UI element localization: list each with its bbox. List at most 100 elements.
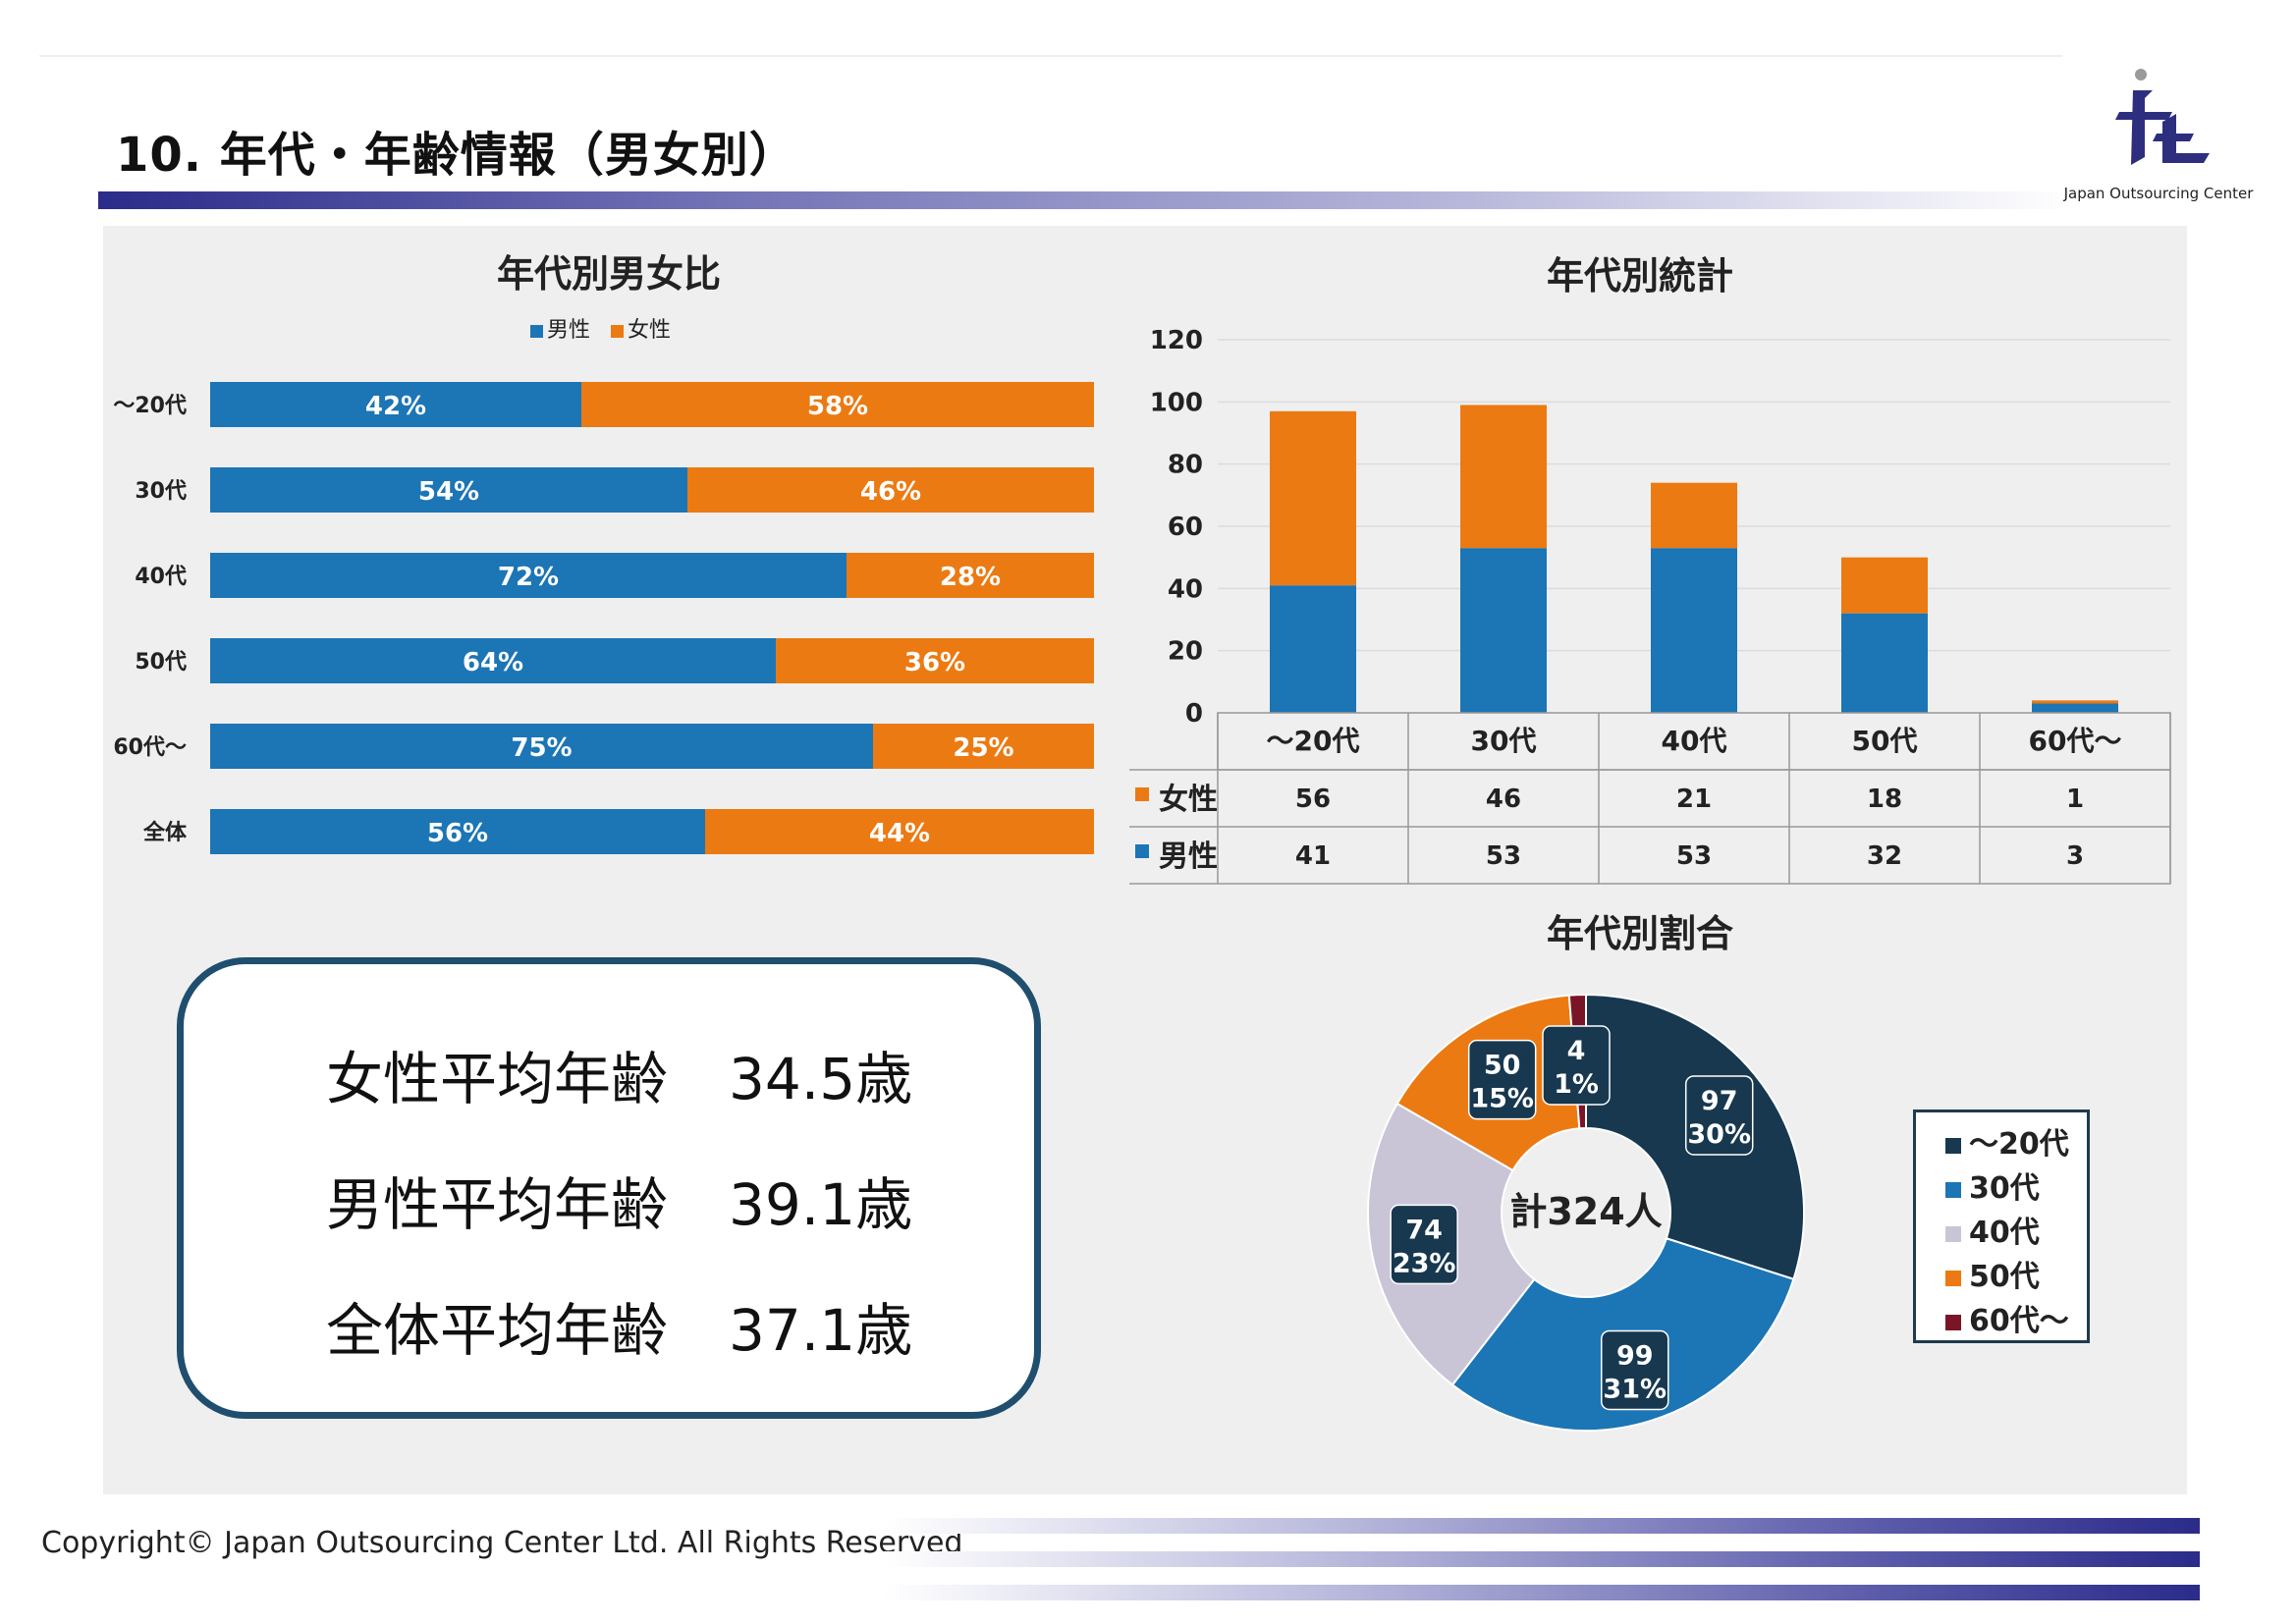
bar-female: [776, 638, 1094, 683]
table-cell-male: 53: [1676, 841, 1712, 871]
table-cell-female: 46: [1486, 785, 1521, 814]
bar-male: [210, 467, 687, 513]
avg-row-male: 男性平均年齢 39.1歳: [326, 1159, 912, 1241]
table-cell-female: 1: [2066, 785, 2084, 814]
gender-ratio-chart-title: 年代別男女比: [496, 252, 721, 296]
slice-label-box: [1600, 1329, 1669, 1411]
table-cell-female: 21: [1676, 785, 1712, 814]
column-male: [1270, 585, 1356, 713]
category-label: 全体: [142, 820, 188, 845]
y-tick-label: 20: [1168, 637, 1203, 667]
table-row-label-female: 女性: [1159, 783, 1218, 817]
slice-value-label: 50: [1484, 1051, 1521, 1081]
slice-percent-label: 30%: [1687, 1119, 1751, 1150]
table-legend-swatch-male: [1135, 844, 1149, 858]
y-tick-label: 60: [1168, 513, 1203, 542]
donut-center-label: 計324人: [1509, 1190, 1662, 1233]
age-share-legend: ～20代 30代 40代 50代 60代～: [1913, 1110, 2090, 1343]
avg-value-total: 37.1歳: [729, 1297, 913, 1364]
slice-label-box: [1684, 1075, 1754, 1156]
table-legend-swatch-female: [1135, 787, 1149, 801]
x-tick-label: ～20代: [1267, 725, 1360, 757]
slice-label: 41%: [1542, 1025, 1611, 1106]
column-male: [1841, 613, 1928, 713]
column-male: [1460, 548, 1547, 713]
avg-label-male: 男性平均年齢: [326, 1171, 669, 1238]
column-female: [2032, 700, 2118, 704]
avg-value-female: 34.5歳: [729, 1046, 913, 1112]
bar-label: 25%: [953, 733, 1013, 763]
legend-label-male: 男性: [547, 318, 591, 343]
bar-label: 42%: [365, 392, 426, 421]
legend-swatch-male: [530, 324, 543, 338]
slice-value-label: 4: [1567, 1036, 1586, 1066]
x-tick-label: 50代: [1852, 725, 1918, 757]
column-female: [1841, 557, 1928, 614]
legend-item-50s: 50代: [1945, 1255, 2087, 1299]
avg-label-total: 全体平均年齢: [326, 1297, 669, 1364]
average-age-box: 女性平均年齢 34.5歳 男性平均年齢 39.1歳 全体平均年齢 37.1歳: [177, 957, 1041, 1419]
bar-label: 28%: [940, 563, 1001, 592]
table-row-label-male: 男性: [1159, 839, 1218, 874]
bar-label: 54%: [418, 477, 479, 507]
page-title: 10. 年代・年齢情報（男女別）: [116, 128, 797, 183]
category-label: 60代～: [113, 735, 187, 760]
bar-label: 36%: [904, 648, 965, 677]
bar-label: 56%: [427, 819, 488, 848]
table-cell-female: 56: [1295, 785, 1331, 814]
bar-label: 58%: [807, 392, 868, 421]
slice-label-box: [1467, 1039, 1537, 1120]
category-label: 40代: [135, 565, 187, 589]
y-tick-label: 100: [1150, 388, 1203, 417]
bar-label: 75%: [511, 733, 572, 763]
slice-label-box: [1542, 1025, 1611, 1106]
bar-label: 72%: [498, 563, 559, 592]
column-male: [2032, 703, 2118, 713]
bar-male: [210, 553, 847, 598]
bar-female: [873, 724, 1094, 769]
legend-item-30s: 30代: [1945, 1166, 2087, 1211]
x-tick-label: 30代: [1471, 725, 1537, 757]
y-tick-label: 0: [1185, 699, 1203, 729]
bar-label: 44%: [869, 819, 930, 848]
category-label: 30代: [135, 479, 187, 504]
category-label: 50代: [135, 650, 187, 675]
legend-swatch-female: [611, 324, 625, 338]
legend-item-60s: 60代～: [1945, 1299, 2087, 1343]
avg-value-male: 39.1歳: [729, 1171, 913, 1238]
y-tick-label: 120: [1150, 326, 1203, 355]
column-female: [1460, 405, 1547, 549]
bar-female: [705, 809, 1094, 854]
slice-value-label: 97: [1701, 1086, 1738, 1116]
slice-percent-label: 31%: [1603, 1374, 1667, 1404]
slice-value-label: 99: [1616, 1340, 1654, 1371]
bar-label: 46%: [860, 477, 921, 507]
title-underline-bar: [98, 191, 2072, 209]
gender-ratio-chart: ～20代 42% 58% 30代 54% 46% 40代 72% 28% 50代 64% 36% 60代…: [113, 382, 1094, 854]
top-divider: [39, 55, 2062, 57]
bar-male: [210, 382, 581, 427]
copyright-text: Copyright© Japan Outsourcing Center Ltd.…: [41, 1526, 963, 1560]
company-logo: Japan Outsourcing Center: [2062, 63, 2259, 210]
avg-row-female: 女性平均年齢 34.5歳: [326, 1033, 912, 1115]
gender-ratio-legend: 男性 女性: [530, 312, 684, 344]
bar-female: [581, 382, 1094, 427]
logo-text: Japan Outsourcing Center: [2063, 185, 2255, 202]
table-cell-female: 18: [1867, 785, 1902, 814]
table-cell-male: 32: [1867, 841, 1902, 871]
bar-female: [687, 467, 1094, 513]
table-cell-male: 3: [2066, 841, 2084, 871]
bar-male: [210, 809, 705, 854]
bar-female: [847, 553, 1094, 598]
table-cell-male: 41: [1295, 841, 1331, 871]
legend-label-female: 女性: [628, 318, 672, 343]
legend-item-u20: ～20代: [1945, 1122, 2087, 1166]
slice-percent-label: 23%: [1393, 1248, 1456, 1278]
slice-value-label: 74: [1405, 1215, 1443, 1245]
footer-bar-1: [884, 1518, 2200, 1534]
